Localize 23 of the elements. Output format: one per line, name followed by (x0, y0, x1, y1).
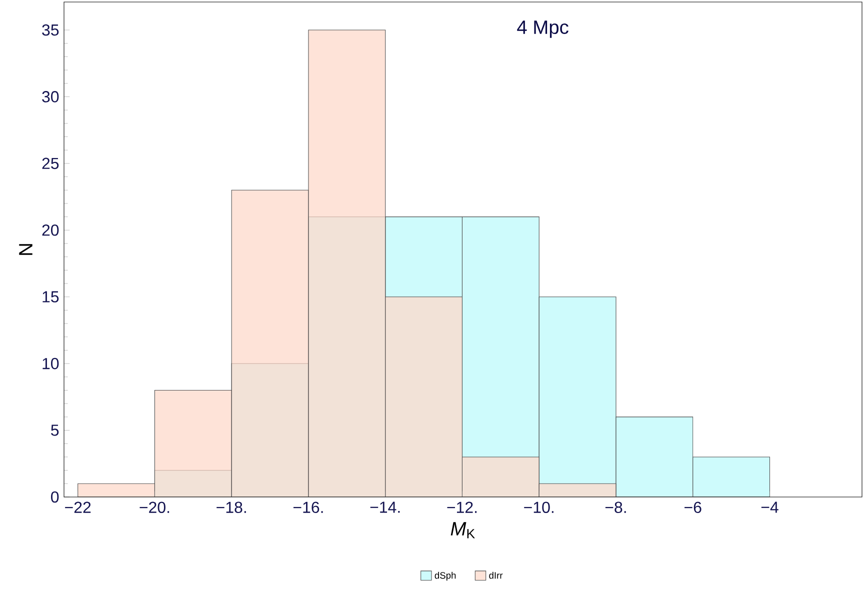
y-tick-label: 25 (42, 158, 59, 170)
x-tick-label: −4 (761, 502, 778, 513)
x-tick-label: −10. (524, 502, 554, 514)
x-tick-label: −6 (684, 502, 702, 514)
y-tick-label: 0 (51, 491, 59, 503)
x-tick-label: −22 (65, 502, 91, 513)
x-axis-title: M$_{K}$ (450, 522, 475, 538)
y-tick-label: 20 (42, 224, 59, 236)
x-tick-label: −12. (447, 502, 477, 513)
y-tick-label: 10 (42, 358, 59, 370)
y-tick-label: 15 (42, 291, 59, 302)
x-tick-label: −20. (140, 502, 170, 514)
x-tick-label: −16. (293, 502, 323, 514)
annotation: 4 Mpc (517, 20, 568, 38)
y-axis-title: N (19, 244, 32, 255)
legend-label: dIrr (489, 572, 503, 579)
y-tick-label: 30 (42, 91, 59, 102)
y-tick-label: 35 (42, 24, 59, 36)
x-tick-label: −8. (605, 502, 626, 514)
x-tick-label: −18. (216, 502, 246, 514)
x-tick-label: −14. (370, 502, 400, 513)
legend-label: dSph (434, 572, 456, 581)
y-tick-label: 5 (51, 424, 59, 436)
